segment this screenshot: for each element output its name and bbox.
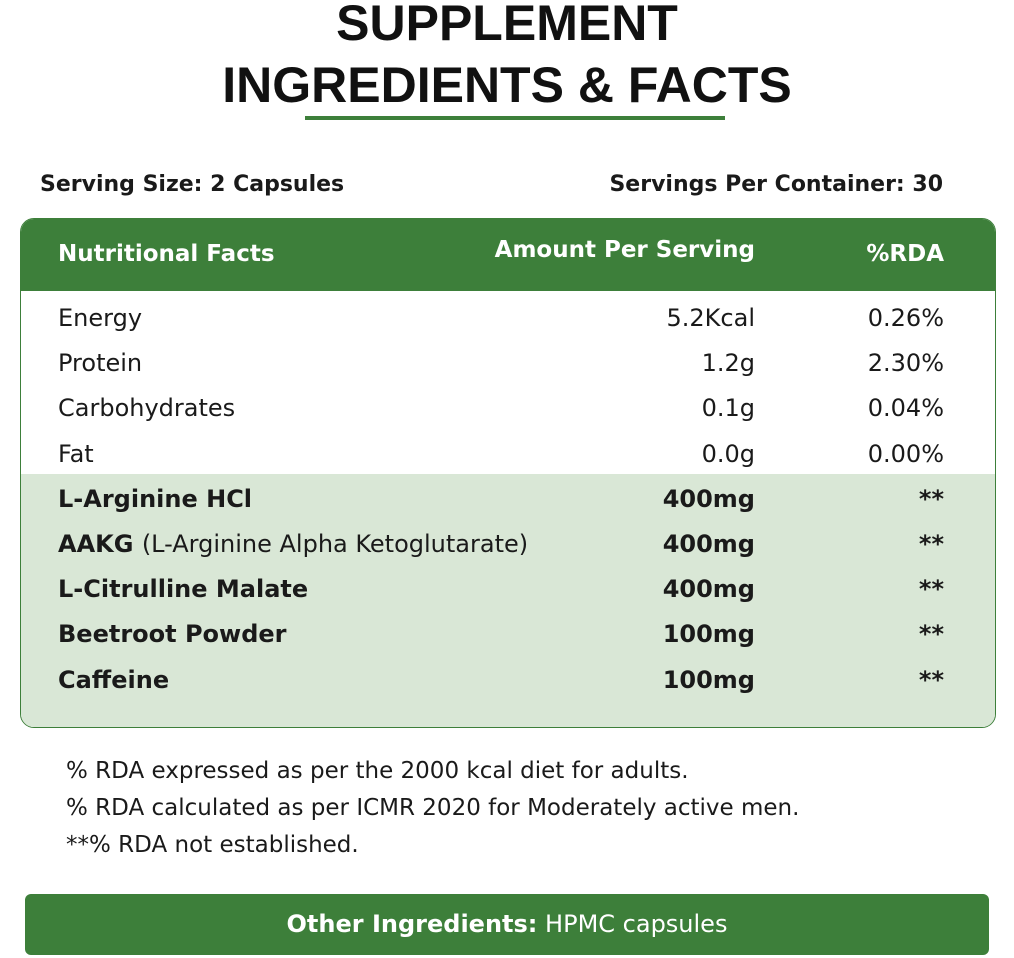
item-note: (L-Arginine Alpha Ketoglutarate): [141, 530, 529, 558]
footnote: % RDA expressed as per the 2000 kcal die…: [66, 758, 689, 784]
item-rda: 0.26%: [867, 304, 944, 332]
item-rda: 0.00%: [867, 439, 944, 468]
table-row: Protein 1.2g 2.30%: [21, 341, 995, 386]
item-name: Carbohydrates: [58, 386, 235, 431]
item-name-text: Beetroot Powder: [58, 620, 287, 649]
table-header: Nutritional Facts Amount Per Serving %RD…: [21, 219, 995, 291]
item-name: Protein: [58, 341, 142, 386]
item-name-text: Caffeine: [58, 665, 170, 694]
item-amount: 1.2g: [701, 349, 755, 378]
item-amount: 400mg: [662, 530, 755, 558]
servings-per-container: Servings Per Container: 30: [609, 172, 943, 197]
ingredients-background: [21, 474, 995, 727]
footnote: % RDA calculated as per ICMR 2020 for Mo…: [66, 795, 800, 821]
item-amount: 400mg: [662, 575, 755, 604]
item-name-text: AAKG: [58, 530, 134, 558]
table-row: Energy 5.2Kcal 0.26%: [21, 296, 995, 341]
column-header: Amount Per Serving: [494, 237, 755, 263]
table-row: Carbohydrates 0.1g 0.04%: [21, 386, 995, 431]
item-amount: 0.0g: [701, 439, 755, 468]
facts-table: Nutritional Facts Amount Per Serving %RD…: [20, 218, 996, 728]
item-rda: 0.04%: [867, 394, 944, 423]
item-rda: **: [918, 484, 944, 513]
item-amount: 5.2Kcal: [666, 304, 755, 332]
item-name-text: L-Citrulline Malate: [58, 575, 309, 604]
table-row: L-Arginine HCl 400mg **: [21, 477, 995, 522]
table-row: Fat 0.0g 0.00%: [21, 432, 995, 477]
item-name-text: Protein: [58, 349, 143, 378]
table-row: Caffeine 100mg **: [21, 658, 995, 703]
item-name-text: Carbohydrates: [58, 394, 236, 423]
item-name: Energy: [58, 296, 142, 341]
item-name: Fat: [58, 432, 94, 477]
title-underline: [305, 116, 725, 120]
footnote: **% RDA not established.: [66, 832, 359, 858]
item-amount: 400mg: [662, 484, 755, 513]
item-amount: 100mg: [662, 620, 755, 649]
item-rda: **: [918, 665, 944, 694]
item-name: AAKG (L-Arginine Alpha Ketoglutarate): [58, 522, 528, 567]
item-rda: **: [918, 620, 944, 649]
other-ingredients: Other Ingredients: HPMC capsules: [25, 894, 989, 955]
item-name: L-Arginine HCl: [58, 477, 252, 522]
table-row: Beetroot Powder 100mg **: [21, 612, 995, 657]
item-rda: **: [918, 575, 944, 604]
serving-size: Serving Size: 2 Capsules: [40, 172, 345, 197]
item-rda: **: [918, 530, 944, 558]
title-line: SUPPLEMENT: [336, 0, 678, 51]
other-label: Other Ingredients:: [286, 910, 538, 938]
item-amount: 100mg: [662, 665, 755, 694]
column-header: Nutritional Facts: [58, 241, 275, 267]
item-name-text: L-Arginine HCl: [58, 484, 253, 513]
item-name: L-Citrulline Malate: [58, 567, 308, 612]
item-name: Caffeine: [58, 658, 169, 703]
item-name-text: Fat: [58, 439, 94, 468]
other-value: HPMC capsules: [545, 910, 728, 938]
item-name: Beetroot Powder: [58, 612, 287, 657]
item-amount: 0.1g: [701, 394, 755, 423]
table-row: L-Citrulline Malate 400mg **: [21, 567, 995, 612]
item-name-text: Energy: [58, 304, 143, 332]
column-header: %RDA: [866, 241, 944, 267]
title-line: INGREDIENTS & FACTS: [222, 57, 792, 113]
item-rda: 2.30%: [867, 349, 944, 378]
table-row: AAKG (L-Arginine Alpha Ketoglutarate) 400…: [21, 522, 995, 567]
